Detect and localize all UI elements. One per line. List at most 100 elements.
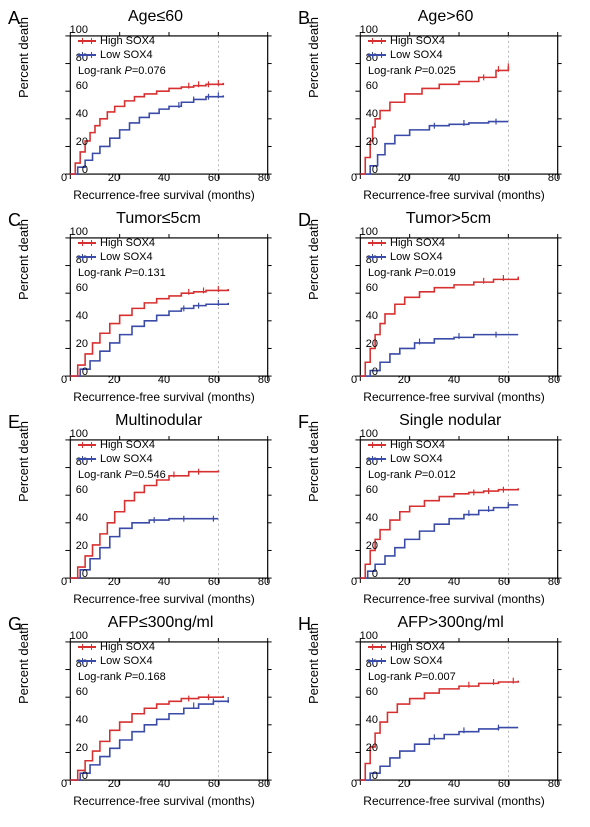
y-axis-label: Percent death bbox=[306, 421, 321, 502]
ytick-label: 60 bbox=[350, 80, 378, 92]
xtick-label: 0 bbox=[61, 172, 67, 184]
xtick-label: 60 bbox=[498, 374, 510, 386]
ytick-label: 60 bbox=[60, 80, 88, 92]
xtick-label: 0 bbox=[351, 576, 357, 588]
high-sox4-curve bbox=[70, 696, 223, 780]
logrank-p: Log-rank P=0.012 bbox=[368, 468, 456, 482]
ytick-label: 20 bbox=[60, 338, 88, 350]
xtick-label: 80 bbox=[548, 374, 560, 386]
ytick-label: 40 bbox=[60, 108, 88, 120]
legend-swatch-high bbox=[78, 40, 96, 42]
xtick-label: 40 bbox=[158, 172, 170, 184]
legend-label-high: High SOX4 bbox=[390, 34, 445, 48]
legend-swatch-high bbox=[368, 444, 386, 446]
legend-swatch-low bbox=[368, 660, 386, 662]
high-sox4-curve bbox=[70, 470, 218, 578]
legend-label-low: Low SOX4 bbox=[100, 654, 153, 668]
high-sox4-curve bbox=[360, 277, 518, 376]
legend-swatch-low bbox=[368, 458, 386, 460]
panel-title: Tumor>5cm bbox=[406, 210, 491, 228]
ytick-label: 60 bbox=[60, 686, 88, 698]
logrank-p: Log-rank P=0.131 bbox=[78, 266, 166, 280]
xtick-label: 20 bbox=[398, 374, 410, 386]
xtick-label: 0 bbox=[61, 778, 67, 790]
legend-high: High SOX4 bbox=[78, 34, 166, 48]
legend: High SOX4 Low SOX4 Log-rank P=0.168 bbox=[78, 640, 166, 684]
y-axis-label: Percent death bbox=[306, 623, 321, 704]
ytick-label: 40 bbox=[60, 310, 88, 322]
legend-swatch-high bbox=[78, 444, 96, 446]
xtick-label: 40 bbox=[448, 374, 460, 386]
ytick-label: 60 bbox=[60, 282, 88, 294]
legend: High SOX4 Low SOX4 Log-rank P=0.025 bbox=[368, 34, 456, 78]
xtick-label: 40 bbox=[158, 576, 170, 588]
x-axis-label: Recurrence-free survival (months) bbox=[354, 390, 554, 404]
x-axis-label: Recurrence-free survival (months) bbox=[354, 188, 554, 202]
x-axis-label: Recurrence-free survival (months) bbox=[354, 592, 554, 606]
legend-swatch-low bbox=[78, 54, 96, 56]
xtick-label: 20 bbox=[108, 778, 120, 790]
ytick-label: 60 bbox=[60, 484, 88, 496]
x-axis-label: Recurrence-free survival (months) bbox=[64, 188, 264, 202]
panel-A: A Age≤60 Percent death 020406080100 0204… bbox=[8, 8, 292, 204]
panel-title: Multinodular bbox=[115, 412, 202, 430]
low-sox4-curve bbox=[70, 95, 223, 174]
high-sox4-curve bbox=[360, 66, 508, 174]
xtick-label: 40 bbox=[448, 172, 460, 184]
ytick-label: 20 bbox=[350, 338, 378, 350]
xtick-label: 20 bbox=[108, 576, 120, 588]
legend-swatch-low bbox=[368, 256, 386, 258]
x-axis-label: Recurrence-free survival (months) bbox=[64, 390, 264, 404]
legend-label-high: High SOX4 bbox=[390, 438, 445, 452]
legend-label-low: Low SOX4 bbox=[100, 48, 153, 62]
legend-high: High SOX4 bbox=[78, 640, 166, 654]
panel-G: G AFP≤300ng/ml Percent death 02040608010… bbox=[8, 614, 292, 810]
logrank-p: Log-rank P=0.007 bbox=[368, 670, 456, 684]
legend-low: Low SOX4 bbox=[78, 250, 166, 264]
xtick-label: 20 bbox=[108, 374, 120, 386]
xtick-label: 60 bbox=[208, 778, 220, 790]
legend-label-high: High SOX4 bbox=[100, 34, 155, 48]
ytick-label: 20 bbox=[60, 540, 88, 552]
low-sox4-curve bbox=[360, 335, 518, 376]
low-sox4-curve bbox=[70, 303, 228, 376]
legend-high: High SOX4 bbox=[368, 438, 456, 452]
ytick-label: 40 bbox=[350, 108, 378, 120]
legend-swatch-high bbox=[368, 646, 386, 648]
x-axis-label: Recurrence-free survival (months) bbox=[354, 794, 554, 808]
legend-low: Low SOX4 bbox=[78, 654, 166, 668]
legend-label-low: Low SOX4 bbox=[390, 654, 443, 668]
xtick-label: 40 bbox=[158, 778, 170, 790]
legend-high: High SOX4 bbox=[78, 236, 166, 250]
ytick-label: 20 bbox=[60, 136, 88, 148]
legend-label-low: Low SOX4 bbox=[100, 250, 153, 264]
panel-B: B Age>60 Percent death 020406080100 0204… bbox=[298, 8, 582, 204]
legend-label-low: Low SOX4 bbox=[390, 452, 443, 466]
xtick-label: 40 bbox=[448, 778, 460, 790]
xtick-label: 40 bbox=[158, 374, 170, 386]
logrank-p: Log-rank P=0.025 bbox=[368, 64, 456, 78]
legend-swatch-high bbox=[368, 242, 386, 244]
xtick-label: 0 bbox=[351, 374, 357, 386]
y-axis-label: Percent death bbox=[16, 623, 31, 704]
legend-low: Low SOX4 bbox=[368, 452, 456, 466]
panel-grid: A Age≤60 Percent death 020406080100 0204… bbox=[8, 8, 582, 810]
legend: High SOX4 Low SOX4 Log-rank P=0.076 bbox=[78, 34, 166, 78]
xtick-label: 80 bbox=[258, 576, 270, 588]
xtick-label: 0 bbox=[351, 172, 357, 184]
legend-low: Low SOX4 bbox=[368, 654, 456, 668]
legend-high: High SOX4 bbox=[368, 640, 456, 654]
legend-low: Low SOX4 bbox=[368, 250, 456, 264]
logrank-p: Log-rank P=0.546 bbox=[78, 468, 166, 482]
legend-label-high: High SOX4 bbox=[390, 640, 445, 654]
ytick-label: 40 bbox=[350, 714, 378, 726]
y-axis-label: Percent death bbox=[16, 421, 31, 502]
legend-label-low: Low SOX4 bbox=[390, 250, 443, 264]
legend: High SOX4 Low SOX4 Log-rank P=0.131 bbox=[78, 236, 166, 280]
ytick-label: 20 bbox=[350, 136, 378, 148]
xtick-label: 0 bbox=[61, 576, 67, 588]
ytick-label: 20 bbox=[350, 742, 378, 754]
xtick-label: 60 bbox=[498, 172, 510, 184]
legend-swatch-high bbox=[368, 40, 386, 42]
xtick-label: 20 bbox=[398, 778, 410, 790]
